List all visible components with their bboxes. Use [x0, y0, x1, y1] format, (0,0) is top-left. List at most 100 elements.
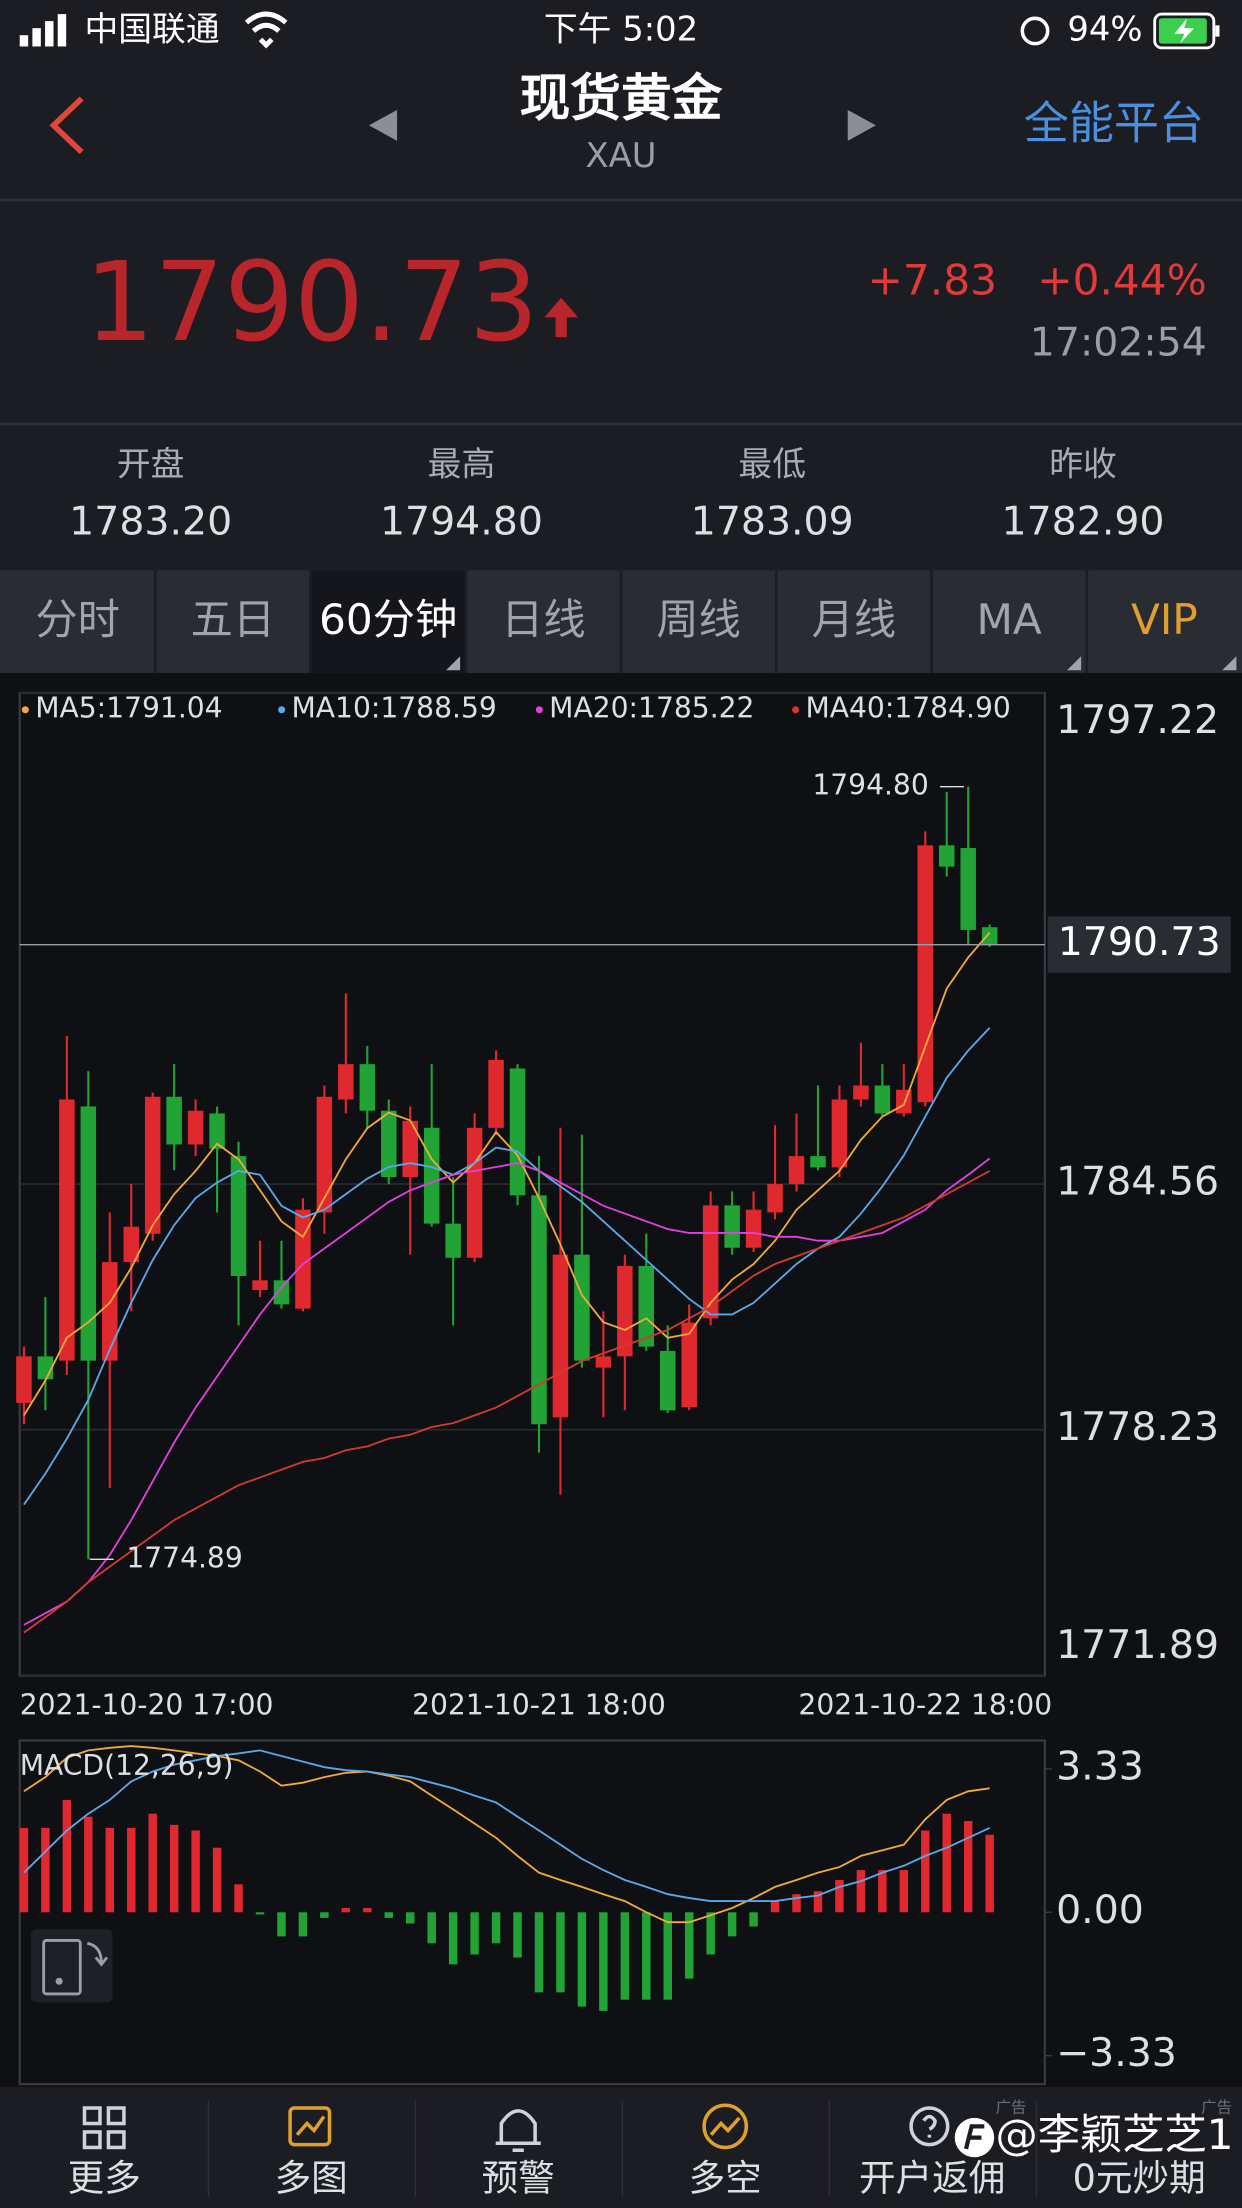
macd-bar	[792, 1894, 801, 1913]
y-tick-label: 1778.23	[1056, 1404, 1219, 1450]
tab[interactable]: 分时	[35, 595, 119, 644]
candle-body	[230, 1156, 247, 1277]
ma-line	[23, 1170, 991, 1634]
candle-body	[896, 1089, 912, 1114]
signal	[19, 14, 67, 47]
macd-line	[23, 1749, 991, 1903]
tab[interactable]: MA	[976, 595, 1041, 644]
macd-bar	[191, 1830, 200, 1913]
toolbar-item[interactable]: 0元炒期	[1073, 2156, 1206, 2199]
candle-body	[617, 1265, 633, 1357]
tab-selected	[310, 570, 466, 674]
candle-body	[767, 1184, 783, 1213]
wifi-icon	[244, 11, 288, 49]
macd-bar	[148, 1813, 157, 1913]
macd-bar	[277, 1912, 286, 1937]
y-tick-label: 3.33	[1056, 1743, 1144, 1789]
toolbar-item[interactable]: 多图	[275, 2156, 348, 2199]
x-tick-label: 2021-10-20 17:00	[20, 1689, 274, 1722]
stat-label: 最低	[738, 445, 806, 484]
stat-value: 1794.80	[380, 498, 543, 544]
macd-bar	[384, 1912, 393, 1918]
instrument-code: XAU	[586, 136, 657, 175]
macd-title: MACD(12,26,9)	[20, 1749, 234, 1782]
ad-tag: 广告	[1201, 2099, 1232, 2117]
tabs: 分时 五日 60分钟 日线 周线 月线 MA VIP	[0, 570, 1242, 674]
macd-bar	[41, 1827, 50, 1913]
macd-bar	[62, 1799, 72, 1913]
toolbar-icons	[82, 2103, 950, 2153]
tab[interactable]: 日线	[501, 595, 585, 644]
candle-body	[595, 1356, 612, 1368]
candle-body	[252, 1280, 268, 1291]
candle-body	[981, 927, 998, 945]
quote-time: 17:02:54	[1030, 319, 1207, 365]
legend-dot	[278, 706, 286, 714]
macd-bar	[813, 1891, 823, 1913]
candle-body	[488, 1059, 504, 1128]
tab[interactable]: 周线	[656, 595, 740, 644]
macd-bar	[255, 1912, 265, 1915]
candle-body	[938, 845, 955, 867]
candle-body	[788, 1156, 805, 1185]
macd-bar	[878, 1870, 887, 1913]
macd-bar	[363, 1907, 372, 1913]
battery-icon	[1153, 12, 1220, 50]
stat-value: 1783.09	[691, 498, 854, 544]
macd-bar	[963, 1821, 973, 1913]
top-background	[0, 0, 1242, 674]
candle-body	[144, 1096, 161, 1234]
tab[interactable]: 月线	[812, 595, 896, 644]
candle-body	[638, 1265, 655, 1347]
macd-bar	[620, 1912, 630, 2000]
next-button[interactable]	[847, 109, 876, 141]
candle-body	[445, 1223, 461, 1258]
candle-body	[810, 1156, 826, 1168]
last-price-box	[1047, 916, 1231, 973]
candle-body	[423, 1127, 440, 1224]
macd-bar	[856, 1870, 866, 1913]
chart: 1797.22 1784.56 1778.23 1771.89 2021-10-20 1…	[16, 692, 1231, 2076]
candle-body	[853, 1085, 869, 1100]
macd-bar	[534, 1912, 544, 1993]
macd-bar	[556, 1912, 565, 1993]
candle-body	[123, 1226, 139, 1263]
prev-button[interactable]	[368, 109, 398, 141]
back-button[interactable]	[49, 96, 84, 155]
layout-icon[interactable]	[30, 1929, 113, 2003]
candle-body	[316, 1096, 333, 1213]
low-label: 1774.89	[126, 1541, 242, 1574]
candle-body	[745, 1209, 762, 1248]
candle-body	[102, 1262, 118, 1361]
macd-bar	[770, 1901, 780, 1913]
toolbar-item[interactable]: 多空	[689, 2156, 762, 2199]
toolbar-item[interactable]: 更多	[68, 2156, 141, 2199]
toolbar-item[interactable]: 开户返佣	[859, 2156, 1005, 2199]
toolbar-background	[0, 2086, 1242, 2208]
candle-body	[16, 1356, 32, 1403]
macd-bar	[212, 1847, 222, 1913]
toolbar: 更多 多图 预警 多空 开户返佣 0元炒期	[68, 2103, 1206, 2199]
macd-bar	[127, 1827, 136, 1913]
macd-bar	[684, 1912, 694, 1979]
tab[interactable]: 五日	[191, 595, 275, 644]
candle-body	[702, 1205, 719, 1319]
clock: 下午 5:02	[544, 9, 698, 48]
candle-body	[166, 1096, 182, 1145]
instrument-title: 现货黄金	[520, 68, 723, 127]
macd-bar	[234, 1884, 243, 1913]
candle-body	[381, 1110, 397, 1178]
legend-entry: MA5:1791.04	[35, 692, 222, 725]
y-tick-label: 1784.56	[1056, 1159, 1219, 1205]
up-arrow	[544, 297, 579, 338]
macd-bar	[84, 1816, 93, 1913]
platform-link[interactable]: 全能平台	[1024, 97, 1204, 150]
candle-body	[209, 1113, 225, 1149]
macd-bar	[749, 1912, 758, 1927]
toolbar-item[interactable]: 预警	[482, 2156, 555, 2199]
tab[interactable]: 60分钟	[319, 595, 457, 644]
candle-body	[660, 1350, 676, 1411]
y-tick-label: 1771.89	[1056, 1622, 1219, 1668]
tab[interactable]: VIP	[1131, 595, 1198, 644]
macd-bar	[427, 1912, 436, 1944]
